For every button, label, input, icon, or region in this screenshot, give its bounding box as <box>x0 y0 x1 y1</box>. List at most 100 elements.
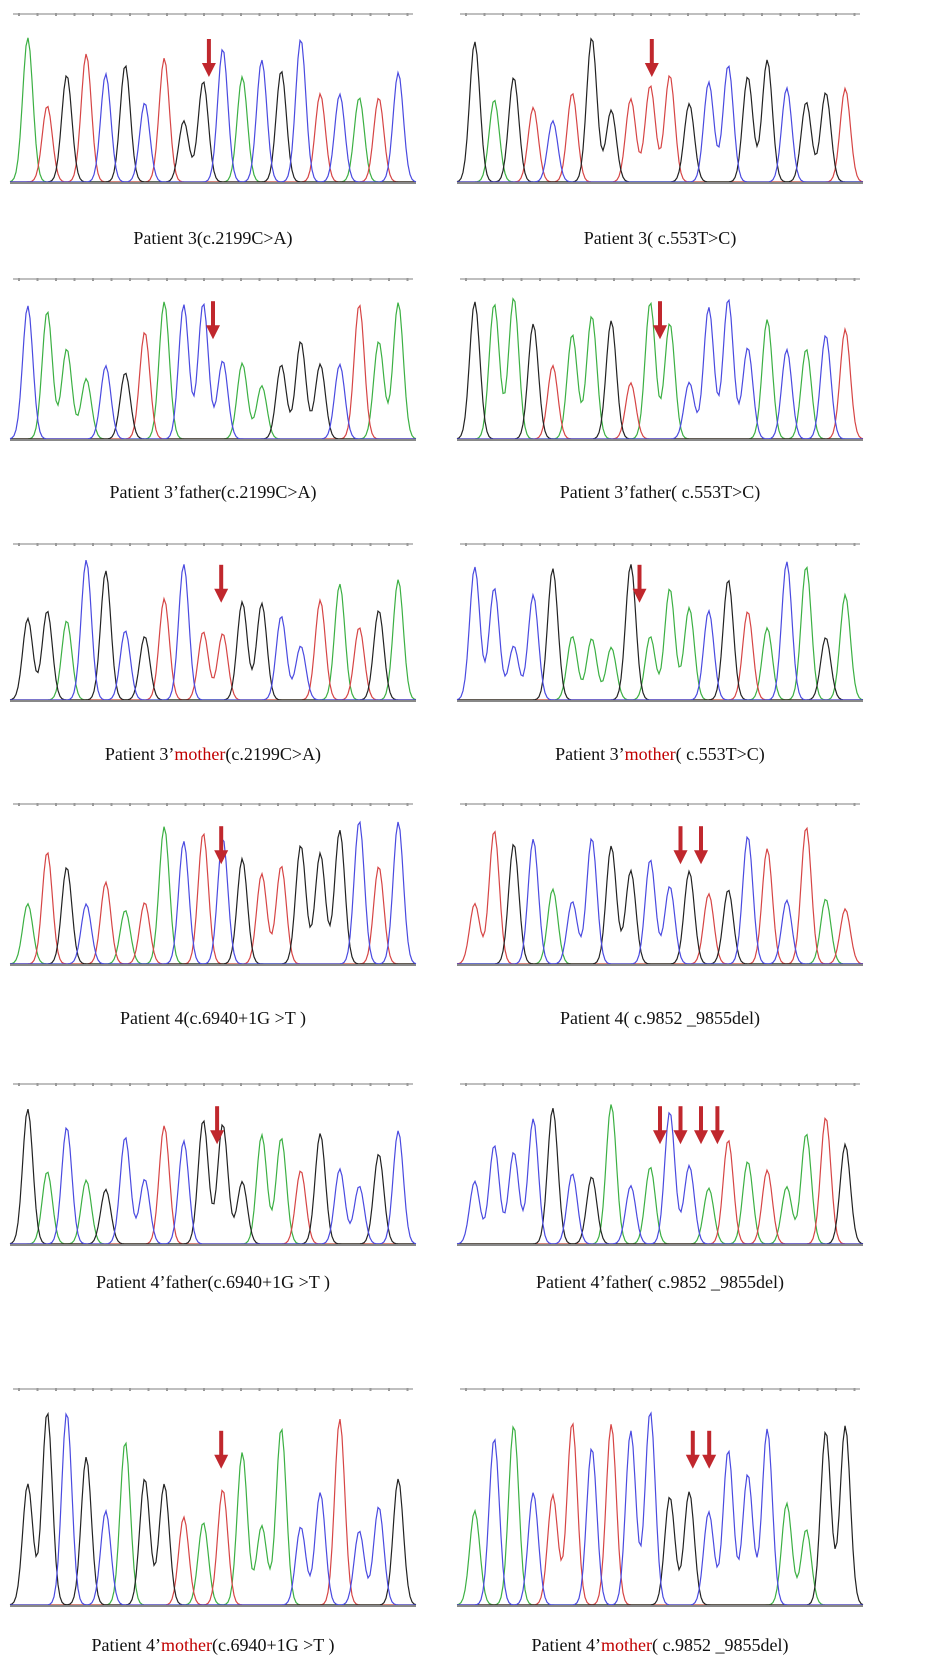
base-dot <box>835 1388 837 1391</box>
base-dot <box>502 278 504 281</box>
base-dot <box>650 1083 652 1086</box>
base-dot <box>650 1388 652 1391</box>
base-dot <box>92 13 94 16</box>
chromatogram <box>8 275 418 447</box>
base-dot <box>203 278 205 281</box>
base-dot <box>798 1388 800 1391</box>
base-dot <box>92 1083 94 1086</box>
base-dot <box>92 803 94 806</box>
base-dot <box>222 278 224 281</box>
base-dot <box>780 803 782 806</box>
base-dot <box>185 13 187 16</box>
base-dot <box>761 543 763 546</box>
base-dot <box>558 278 560 281</box>
base-dot <box>613 543 615 546</box>
base-dot <box>484 803 486 806</box>
base-dot <box>521 803 523 806</box>
caption-part: ( c.9852 _9855del) <box>652 1635 788 1655</box>
base-dot <box>780 1083 782 1086</box>
base-dot <box>724 803 726 806</box>
base-dot <box>314 1083 316 1086</box>
base-dot <box>388 1388 390 1391</box>
base-dot <box>854 278 856 281</box>
caption-part: Patient 4’father(c.6940+1G >T ) <box>96 1272 330 1292</box>
base-dot <box>111 278 113 281</box>
base-dot <box>129 803 131 806</box>
base-dot <box>351 13 353 16</box>
base-dot <box>74 278 76 281</box>
base-dot <box>314 278 316 281</box>
base-dot <box>18 278 20 281</box>
base-dot <box>18 13 20 16</box>
base-dot <box>74 13 76 16</box>
base-dot <box>333 1388 335 1391</box>
base-dot <box>650 13 652 16</box>
trace-line <box>10 1414 416 1605</box>
base-dot <box>74 1388 76 1391</box>
chromatogram <box>8 1385 418 1613</box>
base-dot <box>854 803 856 806</box>
chromatogram <box>8 10 418 190</box>
base-dot <box>632 803 634 806</box>
base-dot <box>129 543 131 546</box>
chromatogram <box>455 800 865 972</box>
caption-part: mother <box>601 1635 652 1655</box>
base-dot <box>817 1388 819 1391</box>
base-dot <box>407 1388 409 1391</box>
base-dot <box>798 543 800 546</box>
base-dot <box>595 803 597 806</box>
base-dot <box>203 1083 205 1086</box>
base-dot <box>148 1083 150 1086</box>
base-dot <box>222 1083 224 1086</box>
base-dot <box>576 1388 578 1391</box>
base-dot <box>148 278 150 281</box>
base-dot <box>761 278 763 281</box>
base-dot <box>222 13 224 16</box>
base-dot <box>539 1083 541 1086</box>
base-dot <box>296 1388 298 1391</box>
base-dot <box>817 13 819 16</box>
base-dot <box>277 278 279 281</box>
base-dot <box>724 1388 726 1391</box>
base-dot <box>502 1083 504 1086</box>
base-dot <box>854 543 856 546</box>
base-dot <box>240 278 242 281</box>
base-dot <box>37 278 39 281</box>
arrow-head <box>214 1455 228 1469</box>
base-dot <box>521 1388 523 1391</box>
base-dot <box>835 278 837 281</box>
base-dot <box>595 13 597 16</box>
base-dot <box>129 1083 131 1086</box>
base-dot <box>669 1388 671 1391</box>
base-dot <box>185 803 187 806</box>
base-dot <box>465 543 467 546</box>
base-dot <box>613 803 615 806</box>
base-dot <box>484 13 486 16</box>
caption-part: Patient 4( c.9852 _9855del) <box>560 1008 760 1028</box>
caption: Patient 3’father(c.2199C>A) <box>0 482 433 503</box>
base-dot <box>259 278 261 281</box>
base-dot <box>761 13 763 16</box>
base-dot <box>854 13 856 16</box>
base-dot <box>743 278 745 281</box>
base-dot <box>259 13 261 16</box>
base-dot <box>687 1083 689 1086</box>
caption: Patient 3’mother( c.553T>C) <box>440 744 880 765</box>
caption-part: mother <box>625 744 676 764</box>
caption-part: ( c.553T>C) <box>676 744 765 764</box>
caption-part: Patient 4(c.6940+1G >T ) <box>120 1008 306 1028</box>
base-dot <box>854 1388 856 1391</box>
base-dot <box>835 803 837 806</box>
base-dot <box>240 1388 242 1391</box>
caption-part: Patient 3(c.2199C>A) <box>133 228 292 248</box>
base-dot <box>706 1083 708 1086</box>
base-dot <box>576 13 578 16</box>
base-dot <box>18 1388 20 1391</box>
base-dot <box>798 1083 800 1086</box>
trace-line <box>10 342 416 439</box>
base-dot <box>465 1083 467 1086</box>
base-dot <box>185 543 187 546</box>
base-dot <box>92 543 94 546</box>
base-dot <box>465 278 467 281</box>
base-dot <box>55 803 57 806</box>
